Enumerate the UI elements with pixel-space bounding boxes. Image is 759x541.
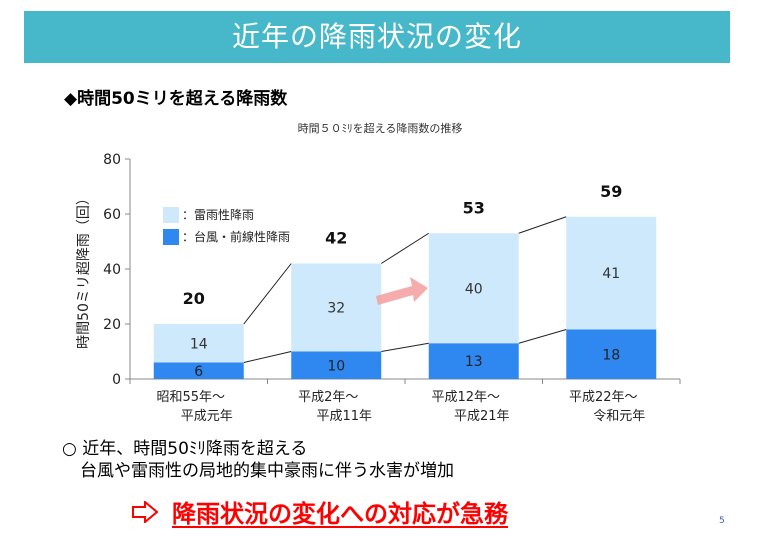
y-tick-label: 80	[103, 152, 121, 168]
legend-swatch	[163, 207, 179, 223]
chart-title: 時間５０ﾐﾘを超える降雨数の推移	[298, 121, 463, 135]
y-tick-label: 40	[103, 262, 121, 278]
data-label-total: 53	[463, 198, 485, 217]
section-heading: ◆時間50ミリを超える降雨数	[64, 89, 288, 109]
page-number: 5	[719, 516, 725, 526]
bar-thunderstorm	[291, 263, 382, 352]
x-tick-label: 平成22年～	[569, 390, 638, 405]
bar-thunderstorm	[428, 233, 519, 344]
connector-line-total	[380, 232, 430, 264]
x-tick-label: 平成21年	[454, 409, 510, 424]
x-tick-label: 平成元年	[181, 409, 233, 424]
trend-arrow-shape	[376, 277, 428, 305]
stacked-bar-chart: 時間５０ﾐﾘを超える降雨数の推移 時間50ミリ超降雨（回） 0 20 40 60 80 昭…	[76, 121, 681, 424]
right-arrow-icon	[132, 500, 158, 523]
bar-typhoon-front	[428, 343, 519, 379]
data-label-typhoon-front: 6	[194, 364, 203, 380]
legend-label: ：台風・前線性降雨	[182, 229, 290, 244]
connector-line-boundary	[243, 351, 292, 363]
axes: 0 20 40 60 80 昭和55年～ 平成元年 平成2年～ 平成11年 平成12年～ 平成21年…	[103, 152, 681, 424]
data-label-typhoon-front: 18	[602, 347, 620, 363]
data-label-thunderstorm: 14	[190, 336, 208, 352]
data-label-total: 20	[183, 289, 205, 308]
legend-label: ：雷雨性降雨	[182, 208, 254, 222]
bar-thunderstorm	[153, 324, 244, 363]
bar-typhoon-front	[153, 362, 244, 379]
legend-swatch	[163, 229, 179, 245]
bar-typhoon-front	[291, 351, 382, 379]
legend: ：雷雨性降雨 ：台風・前線性降雨	[163, 207, 290, 245]
conclusion: 降雨状況の変化への対応が急務	[132, 494, 508, 529]
connector-line-total	[243, 263, 292, 325]
connector-line-boundary	[518, 329, 567, 344]
x-tick-label: 平成2年～	[298, 390, 358, 405]
data-label-thunderstorm: 32	[327, 301, 345, 317]
conclusion-text: 降雨状況の変化への対応が急務	[172, 500, 508, 528]
note-line-2: 台風や雷雨性の局地的集中豪雨に伴う水害が増加	[80, 461, 454, 481]
slide-title: 近年の降雨状況の変化	[24, 11, 730, 63]
y-tick-label: 60	[103, 207, 121, 223]
data-label-total: 59	[600, 182, 622, 201]
bar-thunderstorm	[566, 216, 657, 330]
x-tick-label: 昭和55年～	[156, 390, 225, 405]
y-axis-label: 時間50ミリ超降雨（回）	[76, 191, 92, 349]
y-tick-label: 0	[112, 372, 121, 388]
data-label-typhoon-front: 10	[327, 358, 345, 374]
connector-lines	[243, 216, 567, 363]
bar-typhoon-front	[566, 329, 657, 379]
data-label-thunderstorm: 41	[602, 266, 620, 282]
y-tick-label: 20	[103, 317, 121, 333]
data-label-total: 42	[325, 229, 347, 248]
x-tick-label: 平成12年～	[431, 390, 500, 405]
x-tick-label: 令和元年	[593, 409, 645, 424]
data-label-typhoon-front: 13	[465, 354, 483, 370]
x-tick-label: 平成11年	[316, 409, 372, 424]
data-label-thunderstorm: 40	[465, 281, 483, 297]
bars: 6 14 20 10 32 42 13 40 53 18 41 59	[153, 182, 657, 380]
connector-line-total	[518, 216, 567, 234]
trend-arrow-icon	[376, 277, 428, 305]
note: ○ 近年、時間50ﾐﾘ降雨を超える 台風や雷雨性の局地的集中豪雨に伴う水害が増加	[62, 438, 454, 482]
chart-container: 時間５０ﾐﾘを超える降雨数の推移 時間50ミリ超降雨（回） 0 20 40 60 80 昭…	[0, 110, 759, 430]
note-line-1: 近年、時間50ﾐﾘ降雨を超える	[82, 439, 308, 459]
note-bullet: ○	[62, 439, 77, 459]
connector-line-boundary	[381, 342, 429, 352]
